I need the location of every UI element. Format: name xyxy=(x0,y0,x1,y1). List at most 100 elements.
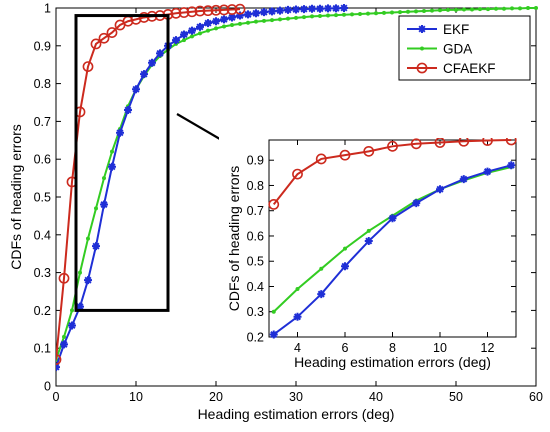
series-ekf-point-core xyxy=(229,15,235,20)
series-ekf-point-core xyxy=(285,7,291,13)
series-gda-point xyxy=(94,206,98,211)
series-ekf-point-core xyxy=(173,37,179,43)
series-cfaekf-point xyxy=(82,61,94,72)
series-gda-point xyxy=(502,6,506,11)
series-gda-point xyxy=(454,7,458,12)
main-ytick-label: 0.4 xyxy=(34,228,51,242)
series-ekf-point-core xyxy=(271,332,276,337)
series-ekf-point-core xyxy=(277,8,283,13)
series-gda-point xyxy=(390,10,394,15)
series-cfaekf-point xyxy=(56,354,62,365)
series-ekf-point-core xyxy=(56,364,59,370)
series-cfaekf-point xyxy=(170,7,182,19)
series-cfaekf-point xyxy=(505,138,517,146)
series-ekf-point-core xyxy=(93,243,99,249)
series-ekf-point-core xyxy=(101,202,107,207)
series-cfaekf-point xyxy=(58,272,70,284)
main-xtick-label: 30 xyxy=(289,390,303,404)
series-gda-point xyxy=(342,12,346,17)
series-gda-point xyxy=(302,15,306,20)
series-gda-point xyxy=(295,287,300,292)
series-cfaekf-point xyxy=(202,5,214,17)
series-ekf xyxy=(56,4,348,372)
series-cfaekf-point xyxy=(90,38,102,50)
inset-ytick-label: 0.6 xyxy=(247,229,264,243)
series-ekf-point-core xyxy=(213,19,219,24)
series-ekf-point-core xyxy=(293,7,299,12)
series-gda-point xyxy=(406,9,410,14)
series-cfaekf-point xyxy=(218,4,230,16)
series-gda-point xyxy=(198,31,202,36)
series-cfaekf-point xyxy=(387,140,398,152)
legend-entry-cfaekf: CFAEKF xyxy=(407,61,496,76)
series-gda-point xyxy=(510,6,514,11)
series-cfaekf-point xyxy=(315,153,327,165)
series-ekf-point-core xyxy=(117,130,123,135)
series-gda-point xyxy=(319,266,324,271)
legend-label-cfaekf: CFAEKF xyxy=(443,61,496,76)
series-gda-point xyxy=(494,6,498,11)
series-cfaekf-point xyxy=(186,6,198,18)
series-cfaekf xyxy=(268,138,517,210)
series-cfaekf-point xyxy=(106,27,118,38)
series-cfaekf-point xyxy=(234,3,246,15)
series-gda-point xyxy=(230,23,234,28)
series-ekf-point-core xyxy=(295,314,300,319)
series-ekf-point-core xyxy=(309,6,315,11)
zoom-box xyxy=(74,14,170,312)
series-ekf-point-core xyxy=(189,28,195,33)
series-ekf-point-core xyxy=(342,264,348,269)
series-ekf-point-core xyxy=(61,342,67,347)
series-gda-point xyxy=(462,7,466,12)
series-ekf-point-core xyxy=(245,12,251,17)
series-ekf-point-core xyxy=(253,11,259,16)
inset-xtick-label: 4 xyxy=(294,341,301,355)
main-ytick-label: 1 xyxy=(44,2,51,16)
series-gda-point xyxy=(470,7,474,12)
series-ekf-point-core xyxy=(149,60,155,66)
series-cfaekf-point xyxy=(178,7,190,18)
series-cfaekf-point xyxy=(226,4,238,15)
series-ekf-point-core xyxy=(301,6,307,12)
legend-ekf-point-core xyxy=(419,26,425,32)
series-ekf-point-core xyxy=(221,17,227,22)
series-ekf-point-core xyxy=(77,304,83,309)
series-ekf-point-core xyxy=(461,176,466,182)
inset-ytick-label: 0.4 xyxy=(247,280,264,294)
inset-xtick-label: 10 xyxy=(433,341,447,355)
series-ekf-point-core xyxy=(85,277,91,283)
series-gda-point xyxy=(110,149,114,154)
main-xtick-label: 60 xyxy=(529,390,543,404)
series-ekf-point-core xyxy=(325,6,331,11)
series-ekf-point-core xyxy=(69,323,75,328)
series-ekf-point-core xyxy=(485,169,490,174)
series-gda-point xyxy=(534,6,538,10)
series-ekf xyxy=(269,161,516,339)
series-gda-point xyxy=(366,11,370,16)
series-ekf-point-core xyxy=(317,6,323,11)
series-gda-point xyxy=(254,19,258,24)
series-cfaekf-point xyxy=(292,168,303,180)
legend-entry-ekf: EKF xyxy=(407,22,469,37)
series-gda-point xyxy=(70,308,74,313)
main-xtick-label: 40 xyxy=(369,390,383,404)
main-xtick-label: 10 xyxy=(129,390,143,404)
series-ekf-point-core xyxy=(109,164,115,169)
legend-label-ekf: EKF xyxy=(443,22,469,37)
series-gda-point xyxy=(422,9,426,14)
inset-chart: 4 6 8 10 12 0.2 0.3 0.4 0.5 0.6 0.7 0.8 0.9 Heading e… xyxy=(219,132,526,377)
series-gda-point xyxy=(382,10,386,15)
series-ekf-point-core xyxy=(125,107,131,113)
series-ekf-point-core xyxy=(509,163,514,168)
series-gda-point xyxy=(334,13,338,18)
series-gda-point xyxy=(374,11,378,16)
series-gda-point xyxy=(62,334,66,339)
series-gda-point xyxy=(326,13,330,18)
series-gda-point xyxy=(518,6,522,11)
series-gda-point xyxy=(478,7,482,12)
legend-gda-point xyxy=(420,46,424,51)
series-ekf-point-core xyxy=(341,5,347,11)
series-cfaekf-point xyxy=(138,12,150,23)
main-ytick-label: 0 xyxy=(44,380,51,394)
